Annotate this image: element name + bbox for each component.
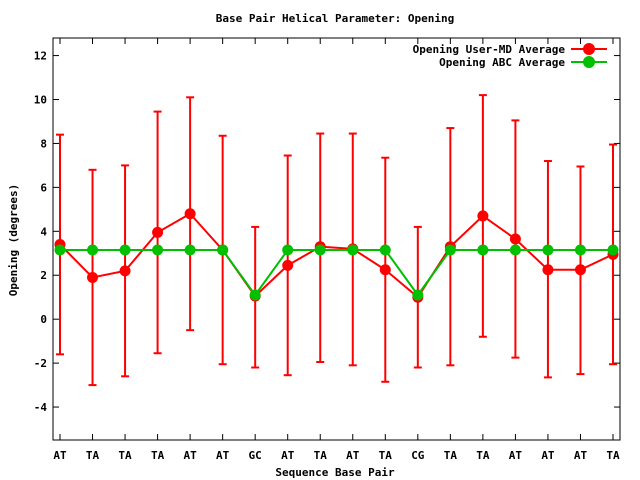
y-tick-label: 12 <box>34 50 47 63</box>
data-point-abc <box>217 244 229 256</box>
y-tick-label: 2 <box>40 269 47 282</box>
data-point-abc <box>249 289 261 301</box>
data-point-abc <box>444 244 456 256</box>
data-point-abc <box>477 244 489 256</box>
y-tick-label: 10 <box>34 94 47 107</box>
x-tick-label: TA <box>86 449 100 462</box>
data-point-abc <box>542 244 554 256</box>
x-tick-label: TA <box>118 449 132 462</box>
x-axis-label: Sequence Base Pair <box>275 466 395 479</box>
x-tick-label: TA <box>476 449 490 462</box>
chart-title: Base Pair Helical Parameter: Opening <box>216 12 454 25</box>
data-point-abc <box>574 244 586 256</box>
data-point-user-md <box>574 264 586 276</box>
plot-frame <box>52 37 621 441</box>
x-axis-ticks: AT TA TA TA AT AT GC AT TA AT TA CG TA TA AT AT AT TA <box>53 38 620 462</box>
y-axis-ticks: -4 -2 0 2 4 6 8 10 12 <box>34 50 620 414</box>
y-axis-label: Opening (degrees) <box>7 184 20 297</box>
x-tick-label: AT <box>53 449 67 462</box>
data-point-user-md <box>509 233 521 245</box>
x-tick-label: CG <box>411 449 425 462</box>
data-point-user-md <box>542 264 554 276</box>
data-point-abc <box>184 244 196 256</box>
legend: Opening User-MD Average Opening ABC Aver… <box>413 43 607 69</box>
data-point-user-md <box>152 226 164 238</box>
x-tick-label: AT <box>281 449 295 462</box>
series-lines <box>59 212 614 299</box>
y-tick-label: -2 <box>34 357 47 370</box>
series-points <box>54 208 619 303</box>
y-tick-label: 8 <box>40 137 47 150</box>
data-point-abc <box>152 244 164 256</box>
data-point-abc <box>412 289 424 301</box>
x-tick-label: AT <box>346 449 360 462</box>
legend-marker-user-md <box>583 43 595 55</box>
data-point-abc <box>347 244 359 256</box>
data-point-user-md <box>379 264 391 276</box>
data-point-abc <box>509 244 521 256</box>
x-tick-label: AT <box>216 449 230 462</box>
x-tick-label: TA <box>314 449 328 462</box>
x-tick-label: AT <box>183 449 197 462</box>
x-tick-label: TA <box>151 449 165 462</box>
series-line-user-md <box>59 212 614 299</box>
x-tick-label: AT <box>509 449 523 462</box>
data-point-abc <box>379 244 391 256</box>
legend-label-user-md: Opening User-MD Average <box>413 43 566 56</box>
x-tick-label: AT <box>541 449 555 462</box>
x-tick-label: TA <box>444 449 458 462</box>
error-bars <box>56 94 617 387</box>
legend-marker-abc <box>583 56 595 68</box>
legend-label-abc: Opening ABC Average <box>439 56 565 69</box>
data-point-abc <box>314 244 326 256</box>
y-tick-label: 6 <box>40 181 47 194</box>
y-tick-label: 0 <box>40 313 47 326</box>
x-tick-label: GC <box>249 449 262 462</box>
x-tick-label: AT <box>574 449 588 462</box>
data-point-abc <box>282 244 294 256</box>
data-point-abc <box>607 244 619 256</box>
data-point-user-md <box>87 271 99 283</box>
data-point-user-md <box>282 259 294 271</box>
data-point-abc <box>54 244 66 256</box>
data-point-abc <box>87 244 99 256</box>
x-tick-label: TA <box>606 449 620 462</box>
y-tick-label: -4 <box>34 401 48 414</box>
x-tick-label: TA <box>379 449 393 462</box>
data-point-abc <box>119 244 131 256</box>
y-tick-label: 4 <box>40 225 47 238</box>
series-line-abc <box>60 248 613 297</box>
data-point-user-md <box>119 265 131 277</box>
data-point-user-md <box>477 210 489 222</box>
data-point-user-md <box>184 208 196 220</box>
